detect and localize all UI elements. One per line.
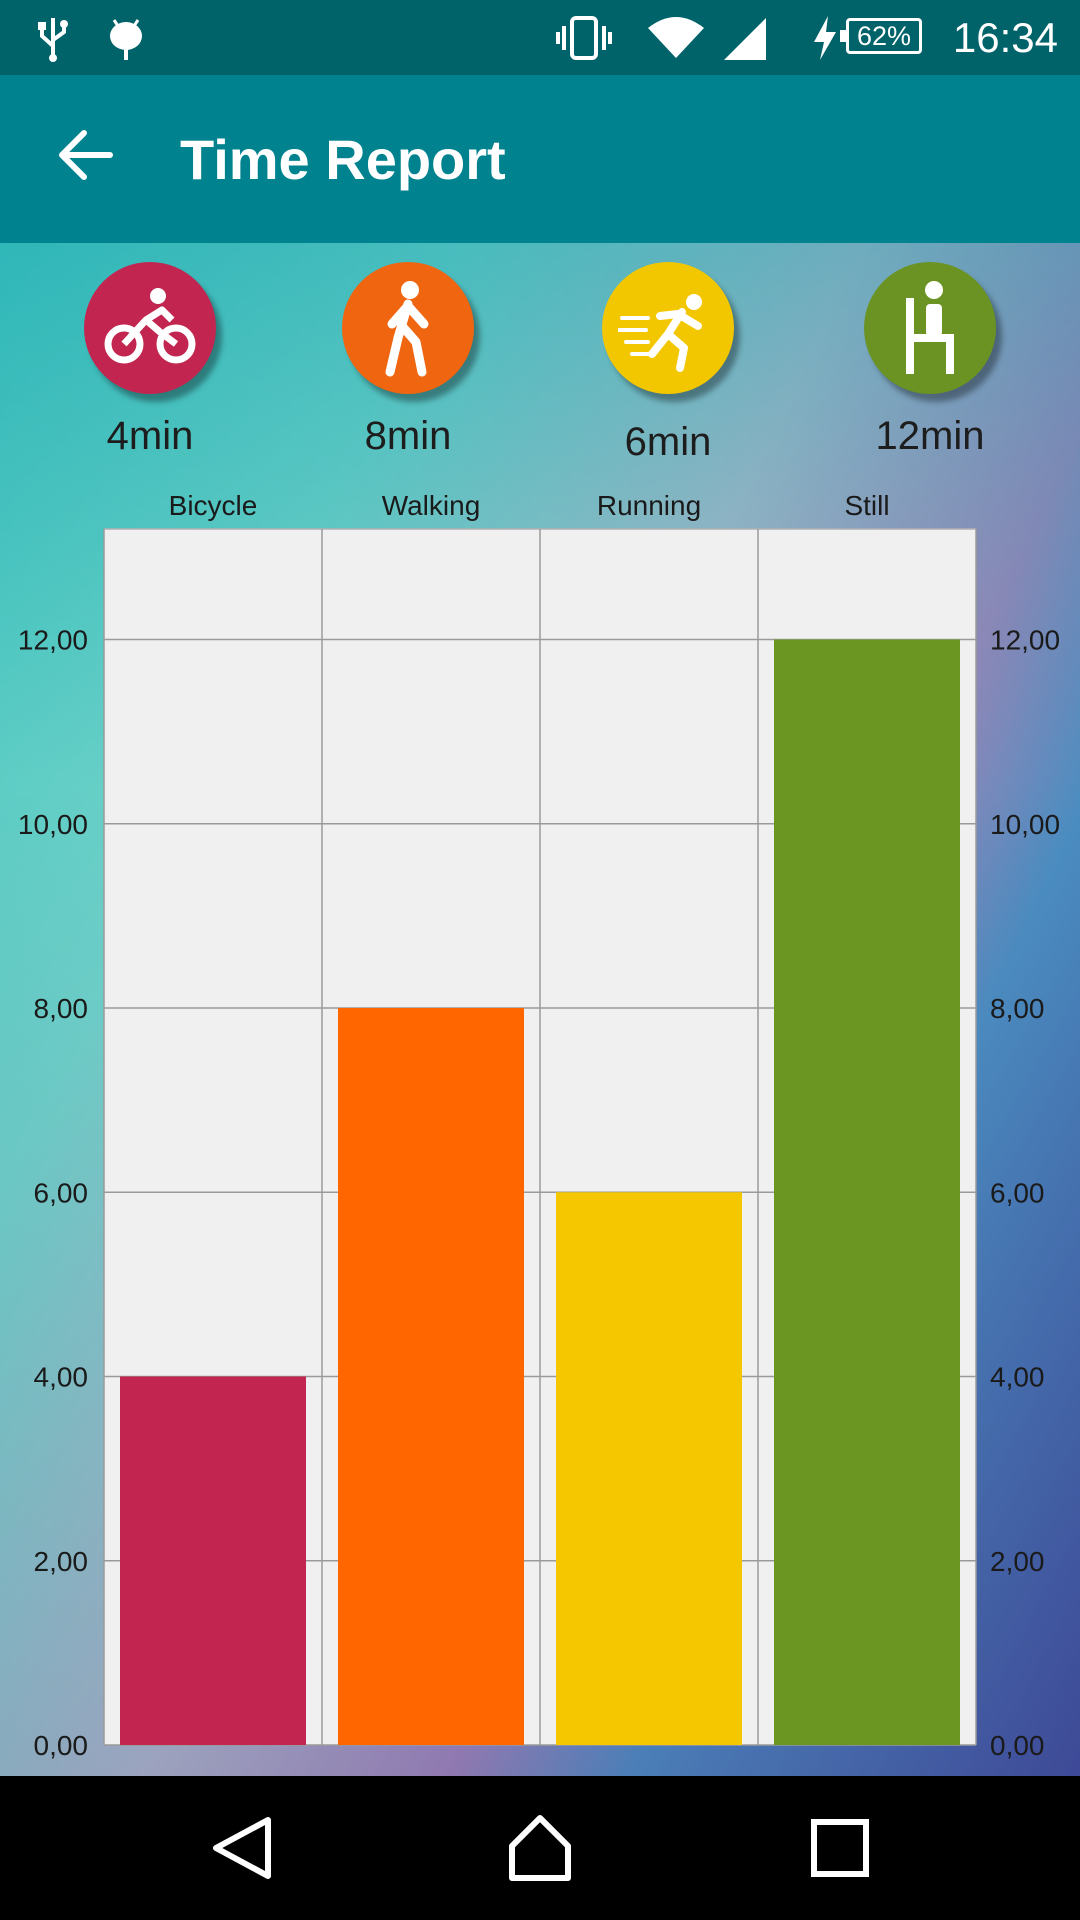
y-tick-label-left: 12,00 bbox=[18, 625, 88, 656]
home-icon[interactable] bbox=[504, 1812, 576, 1884]
bar-walking bbox=[338, 1008, 524, 1745]
walking-icon bbox=[342, 262, 474, 394]
y-tick-label-right: 8,00 bbox=[990, 993, 1045, 1024]
bicycle-icon bbox=[84, 262, 216, 394]
y-tick-label-left: 2,00 bbox=[34, 1546, 89, 1577]
bars bbox=[120, 639, 960, 1746]
wifi-icon bbox=[648, 17, 704, 58]
page-title: Time Report bbox=[180, 128, 506, 191]
y-tick-label-left: 4,00 bbox=[34, 1362, 89, 1393]
still-minutes: 12min bbox=[875, 414, 985, 458]
usb-icon bbox=[38, 18, 68, 62]
bar-bicycle bbox=[120, 1376, 306, 1745]
y-tick-label-left: 6,00 bbox=[34, 1177, 89, 1208]
app-bar: Time Report bbox=[0, 75, 1080, 243]
navigation-bar bbox=[0, 1776, 1080, 1920]
activity-walking: 8min bbox=[308, 262, 508, 459]
y-tick-label-right: 4,00 bbox=[990, 1362, 1045, 1393]
vibrate-icon bbox=[556, 16, 612, 60]
y-tick-label-right: 10,00 bbox=[990, 809, 1060, 840]
category-label-bicycle: Bicycle bbox=[168, 490, 258, 521]
y-tick-label-left: 10,00 bbox=[18, 809, 88, 840]
activity-running: 6min bbox=[568, 262, 768, 465]
bicycle-minutes: 4min bbox=[106, 414, 194, 458]
y-tick-label-left: 0,00 bbox=[34, 1730, 89, 1761]
charging-icon bbox=[814, 16, 836, 60]
status-clock: 16:34 bbox=[952, 14, 1058, 61]
y-axis-left: 0,00 2,00 4,00 6,00 8,00 10,00 12,00 bbox=[18, 625, 88, 1761]
recents-icon[interactable] bbox=[804, 1812, 876, 1884]
y-tick-label-right: 2,00 bbox=[990, 1546, 1045, 1577]
y-tick-label-left: 8,00 bbox=[34, 993, 89, 1024]
sitting-icon bbox=[864, 262, 996, 394]
activity-bicycle: 4min bbox=[50, 262, 250, 459]
category-label-running: Running bbox=[596, 490, 702, 521]
y-tick-label-right: 0,00 bbox=[990, 1730, 1045, 1761]
walking-minutes: 8min bbox=[364, 414, 452, 458]
bar-still bbox=[774, 639, 960, 1746]
back-triangle-icon[interactable] bbox=[206, 1812, 278, 1884]
y-tick-label-right: 12,00 bbox=[990, 625, 1060, 656]
battery-indicator: 62% bbox=[840, 18, 922, 54]
bar-running bbox=[556, 1192, 742, 1745]
activity-still: 12min bbox=[830, 262, 1030, 459]
running-minutes: 6min bbox=[624, 420, 712, 464]
time-bar-chart: 0,00 2,00 4,00 6,00 8,00 10,00 12,00 0,00 2,00 4… bbox=[18, 528, 1060, 1761]
running-icon bbox=[602, 262, 734, 394]
android-debug-icon bbox=[110, 19, 142, 60]
category-label-still: Still bbox=[844, 490, 890, 521]
category-label-walking: Walking bbox=[381, 490, 481, 521]
y-axis-right: 0,00 2,00 4,00 6,00 8,00 10,00 12,00 bbox=[990, 625, 1060, 1761]
cell-signal-icon bbox=[724, 18, 766, 60]
status-bar: 62% 16:34 bbox=[0, 0, 1080, 75]
y-tick-label-right: 6,00 bbox=[990, 1177, 1045, 1208]
arrow-left-icon[interactable] bbox=[56, 123, 116, 187]
